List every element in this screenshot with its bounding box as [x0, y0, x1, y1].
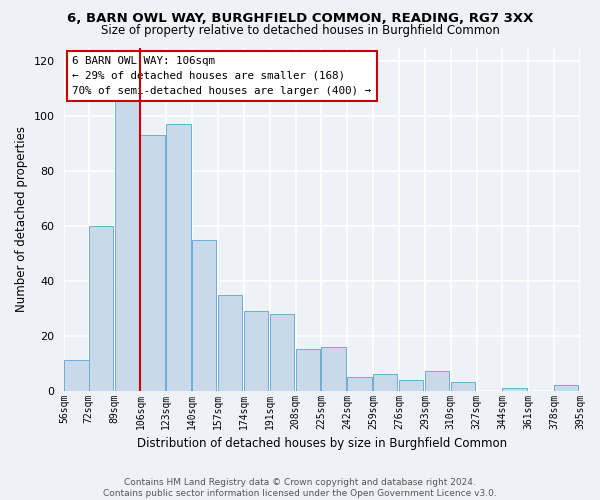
Text: Contains HM Land Registry data © Crown copyright and database right 2024.
Contai: Contains HM Land Registry data © Crown c…: [103, 478, 497, 498]
Bar: [270, 314, 294, 390]
Bar: [192, 240, 217, 390]
Bar: [451, 382, 475, 390]
Bar: [425, 372, 449, 390]
Y-axis label: Number of detached properties: Number of detached properties: [15, 126, 28, 312]
Bar: [502, 388, 527, 390]
Text: 6 BARN OWL WAY: 106sqm
← 29% of detached houses are smaller (168)
70% of semi-de: 6 BARN OWL WAY: 106sqm ← 29% of detached…: [72, 56, 371, 96]
Bar: [554, 385, 578, 390]
Bar: [244, 311, 268, 390]
Bar: [399, 380, 424, 390]
Bar: [140, 136, 165, 390]
Bar: [218, 294, 242, 390]
Bar: [347, 377, 371, 390]
Text: 6, BARN OWL WAY, BURGHFIELD COMMON, READING, RG7 3XX: 6, BARN OWL WAY, BURGHFIELD COMMON, READ…: [67, 12, 533, 26]
X-axis label: Distribution of detached houses by size in Burghfield Common: Distribution of detached houses by size …: [137, 437, 507, 450]
Bar: [64, 360, 89, 390]
Bar: [296, 350, 320, 391]
Text: Size of property relative to detached houses in Burghfield Common: Size of property relative to detached ho…: [101, 24, 499, 37]
Bar: [373, 374, 397, 390]
Bar: [166, 124, 191, 390]
Bar: [115, 94, 139, 390]
Bar: [89, 226, 113, 390]
Bar: [322, 346, 346, 391]
